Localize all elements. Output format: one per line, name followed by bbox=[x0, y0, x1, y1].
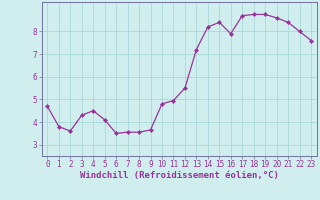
X-axis label: Windchill (Refroidissement éolien,°C): Windchill (Refroidissement éolien,°C) bbox=[80, 171, 279, 180]
